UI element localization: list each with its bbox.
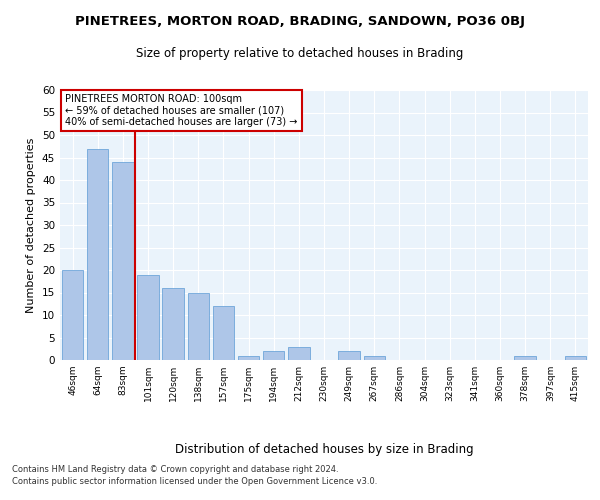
- Text: PINETREES, MORTON ROAD, BRADING, SANDOWN, PO36 0BJ: PINETREES, MORTON ROAD, BRADING, SANDOWN…: [75, 15, 525, 28]
- Bar: [238, 356, 259, 360]
- Bar: [62, 270, 83, 360]
- Bar: [288, 346, 310, 360]
- Text: Contains HM Land Registry data © Crown copyright and database right 2024.: Contains HM Land Registry data © Crown c…: [12, 465, 338, 474]
- Bar: [163, 288, 184, 360]
- Bar: [213, 306, 234, 360]
- Bar: [137, 274, 158, 360]
- Bar: [338, 351, 360, 360]
- Bar: [514, 356, 536, 360]
- Bar: [188, 292, 209, 360]
- Bar: [565, 356, 586, 360]
- Bar: [112, 162, 134, 360]
- Text: Size of property relative to detached houses in Brading: Size of property relative to detached ho…: [136, 48, 464, 60]
- Bar: [364, 356, 385, 360]
- Text: PINETREES MORTON ROAD: 100sqm
← 59% of detached houses are smaller (107)
40% of : PINETREES MORTON ROAD: 100sqm ← 59% of d…: [65, 94, 298, 127]
- Text: Distribution of detached houses by size in Brading: Distribution of detached houses by size …: [175, 442, 473, 456]
- Y-axis label: Number of detached properties: Number of detached properties: [26, 138, 37, 312]
- Bar: [87, 148, 109, 360]
- Bar: [263, 351, 284, 360]
- Text: Contains public sector information licensed under the Open Government Licence v3: Contains public sector information licen…: [12, 478, 377, 486]
